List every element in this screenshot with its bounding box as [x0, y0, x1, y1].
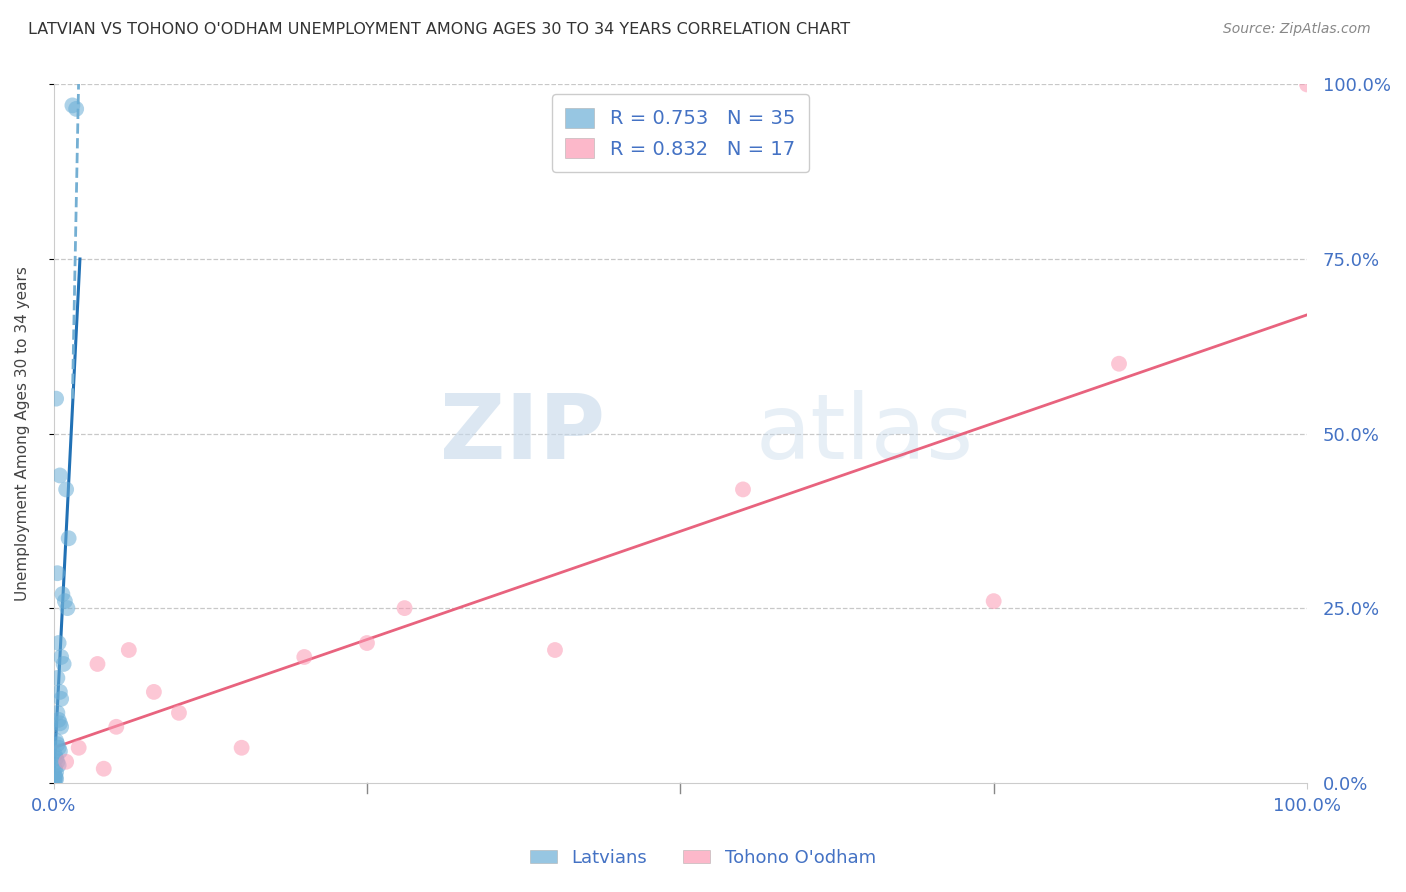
Point: [44, 747, 66, 762]
Point: [105, 720, 128, 734]
Point: [86, 657, 108, 671]
Point: [394, 601, 416, 615]
Point: [44, 773, 66, 788]
Y-axis label: Unemployment Among Ages 30 to 34 years: Unemployment Among Ages 30 to 34 years: [15, 266, 30, 601]
Point: [49, 720, 72, 734]
Point: [118, 643, 141, 657]
Point: [48, 636, 70, 650]
Point: [45, 772, 67, 787]
Point: [44, 769, 66, 783]
Text: LATVIAN VS TOHONO O'ODHAM UNEMPLOYMENT AMONG AGES 30 TO 34 YEARS CORRELATION CHA: LATVIAN VS TOHONO O'ODHAM UNEMPLOYMENT A…: [28, 22, 851, 37]
Point: [58, 531, 80, 545]
Point: [45, 733, 67, 747]
Point: [49, 685, 72, 699]
Point: [62, 98, 84, 112]
Point: [49, 468, 72, 483]
Point: [356, 636, 378, 650]
Point: [49, 716, 72, 731]
Point: [44, 762, 66, 776]
Text: ZIP: ZIP: [440, 390, 605, 477]
Point: [167, 706, 190, 720]
Point: [48, 740, 70, 755]
Point: [983, 594, 1005, 608]
Point: [44, 775, 66, 789]
Legend: R = 0.753   N = 35, R = 0.832   N = 17: R = 0.753 N = 35, R = 0.832 N = 17: [551, 95, 808, 172]
Point: [142, 685, 165, 699]
Point: [51, 587, 73, 601]
Text: atlas: atlas: [755, 390, 973, 477]
Point: [292, 650, 315, 665]
Point: [44, 770, 66, 784]
Point: [45, 392, 67, 406]
Text: Source: ZipAtlas.com: Source: ZipAtlas.com: [1223, 22, 1371, 37]
Point: [46, 737, 69, 751]
Point: [48, 758, 70, 772]
Point: [731, 483, 754, 497]
Point: [55, 483, 77, 497]
Point: [55, 755, 77, 769]
Point: [46, 755, 69, 769]
Point: [49, 744, 72, 758]
Point: [49, 692, 72, 706]
Point: [48, 713, 70, 727]
Point: [65, 102, 87, 116]
Point: [53, 594, 76, 608]
Point: [231, 740, 253, 755]
Point: [46, 671, 69, 685]
Point: [544, 643, 567, 657]
Point: [49, 650, 72, 665]
Point: [45, 765, 67, 780]
Point: [67, 740, 90, 755]
Point: [52, 657, 75, 671]
Point: [56, 601, 79, 615]
Point: [1108, 357, 1130, 371]
Point: [1296, 78, 1319, 92]
Point: [46, 566, 69, 581]
Point: [45, 751, 67, 765]
Point: [46, 706, 69, 720]
Legend: Latvians, Tohono O'odham: Latvians, Tohono O'odham: [523, 842, 883, 874]
Point: [93, 762, 115, 776]
